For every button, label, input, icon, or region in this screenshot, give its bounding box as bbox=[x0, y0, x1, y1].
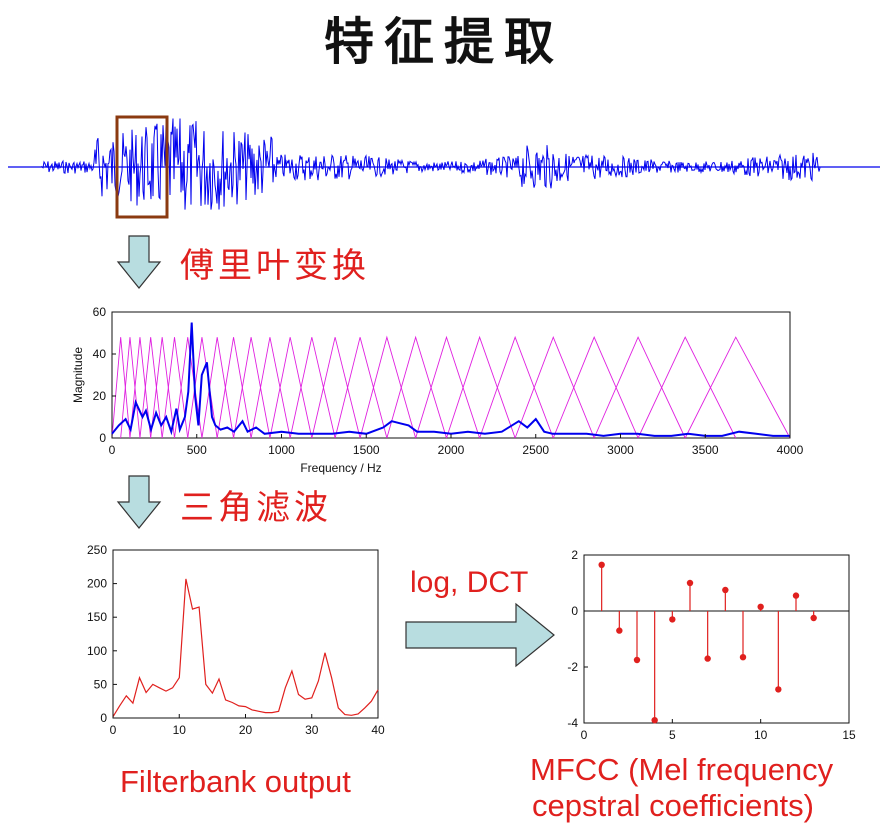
x-tick-label: 20 bbox=[239, 723, 253, 737]
mel-filter-triangle bbox=[479, 335, 554, 439]
down-arrow-icon bbox=[116, 235, 162, 289]
mfcc-point bbox=[686, 579, 694, 587]
y-tick-label: 0 bbox=[100, 711, 107, 725]
y-tick-label: -4 bbox=[567, 716, 578, 730]
page-title: 特征提取 bbox=[324, 12, 564, 71]
mfcc-plot-frame bbox=[583, 554, 850, 724]
mfcc-point bbox=[775, 686, 782, 693]
mel-filter-triangle bbox=[233, 337, 271, 439]
filterbank-plot-frame bbox=[112, 549, 379, 719]
mfcc-point bbox=[616, 627, 623, 634]
fourier-transform-label: 傅里叶变换 bbox=[180, 246, 370, 286]
y-tick-label: 40 bbox=[93, 347, 107, 361]
speech-waveform bbox=[8, 115, 880, 219]
y-tick-label: 60 bbox=[93, 305, 107, 319]
mel-filter-triangle bbox=[446, 335, 516, 439]
mfcc-caption-line1: MFCC (Mel frequency bbox=[530, 752, 834, 787]
mel-filter-triangle bbox=[250, 337, 291, 439]
mfcc-point bbox=[739, 654, 747, 661]
mfcc-point bbox=[722, 586, 729, 594]
x-tick-label: 2500 bbox=[522, 443, 549, 457]
mel-filter-triangle bbox=[187, 337, 218, 439]
mel-filter-triangle bbox=[150, 337, 175, 439]
filterbank-caption: Filterbank output bbox=[120, 764, 351, 799]
mel-filter-triangle bbox=[684, 336, 791, 439]
x-tick-label: 5 bbox=[669, 728, 676, 742]
right-arrow-icon bbox=[405, 602, 555, 668]
x-tick-label: 10 bbox=[754, 728, 768, 742]
mfcc-point bbox=[651, 717, 658, 724]
x-tick-label: 1000 bbox=[268, 443, 295, 457]
down-arrow-icon bbox=[116, 475, 162, 529]
x-tick-label: 15 bbox=[842, 728, 856, 742]
mel-filter-triangle bbox=[139, 337, 163, 439]
mel-filter-triangle bbox=[174, 337, 203, 439]
mel-filter-triangle bbox=[311, 337, 361, 439]
x-tick-label: 10 bbox=[173, 723, 187, 737]
mel-filter-triangle bbox=[334, 337, 388, 439]
x-tick-label: 40 bbox=[371, 723, 385, 737]
x-tick-label: 4000 bbox=[777, 443, 804, 457]
triangular-filter-label: 三角滤波 bbox=[180, 488, 332, 528]
x-tick-label: 500 bbox=[187, 443, 207, 457]
y-tick-label: 0 bbox=[99, 431, 106, 445]
mfcc-point bbox=[704, 655, 711, 662]
y-tick-label: 100 bbox=[87, 644, 107, 658]
y-tick-label: 200 bbox=[87, 577, 107, 591]
x-tick-label: 0 bbox=[109, 443, 116, 457]
filterbank-chart: 0 10 20 30 40 0 50 100 150 200 250 bbox=[87, 543, 385, 737]
mfcc-chart: 0 5 10 15 -4 -2 0 2 bbox=[567, 548, 856, 742]
waveform-signal bbox=[41, 118, 821, 210]
y-tick-label: -2 bbox=[567, 660, 578, 674]
mel-filter-triangle bbox=[216, 337, 252, 439]
mel-filter-triangle bbox=[386, 335, 447, 439]
analysis-frame-box bbox=[115, 115, 169, 219]
mfcc-point bbox=[810, 614, 817, 622]
mel-filter-triangle bbox=[359, 335, 417, 439]
mfcc-point bbox=[598, 561, 605, 568]
mel-filter-triangle bbox=[552, 336, 639, 439]
mel-filter-triangle bbox=[514, 335, 595, 439]
log-dct-label: log, DCT bbox=[410, 566, 529, 599]
mfcc-caption-line2: cepstral coefficients) bbox=[532, 788, 814, 823]
mfcc-point bbox=[792, 592, 800, 599]
mel-filter-triangle bbox=[593, 336, 686, 439]
mel-filter-triangle bbox=[269, 337, 313, 439]
mel-filter-triangle bbox=[637, 336, 737, 439]
y-tick-label: 50 bbox=[94, 677, 108, 691]
y-tick-label: 2 bbox=[571, 548, 578, 562]
mel-filterbank bbox=[111, 335, 791, 439]
y-tick-label: 250 bbox=[87, 543, 107, 557]
mel-filter-triangle bbox=[289, 337, 336, 439]
y-tick-label: 150 bbox=[87, 610, 107, 624]
spectrum-chart: 0 500 1000 1500 2000 2500 3000 3500 4000 0 20 40 60 F… bbox=[71, 305, 804, 475]
mel-filter-triangle bbox=[415, 335, 481, 439]
filterbank-series-line bbox=[112, 578, 379, 718]
y-tick-label: 0 bbox=[571, 604, 578, 618]
mel-filter-triangle bbox=[201, 337, 234, 439]
x-tick-label: 3000 bbox=[607, 443, 634, 457]
x-tick-label: 3500 bbox=[692, 443, 719, 457]
x-axis-label: Frequency / Hz bbox=[300, 461, 381, 475]
spectrum-series-line bbox=[111, 322, 790, 437]
mel-filter-triangle bbox=[129, 337, 152, 439]
mfcc-point bbox=[633, 656, 641, 664]
x-tick-label: 30 bbox=[305, 723, 319, 737]
x-tick-label: 0 bbox=[110, 723, 117, 737]
mel-filter-triangle bbox=[161, 337, 189, 439]
y-axis-label: Magnitude bbox=[71, 347, 85, 403]
x-tick-label: 1500 bbox=[353, 443, 380, 457]
mel-filter-triangle bbox=[111, 337, 131, 439]
x-tick-label: 0 bbox=[581, 728, 588, 742]
x-tick-label: 2000 bbox=[438, 443, 465, 457]
mel-filter-triangle bbox=[120, 337, 141, 439]
mfcc-point bbox=[669, 616, 676, 623]
mfcc-point bbox=[757, 603, 764, 610]
y-tick-label: 20 bbox=[93, 389, 107, 403]
